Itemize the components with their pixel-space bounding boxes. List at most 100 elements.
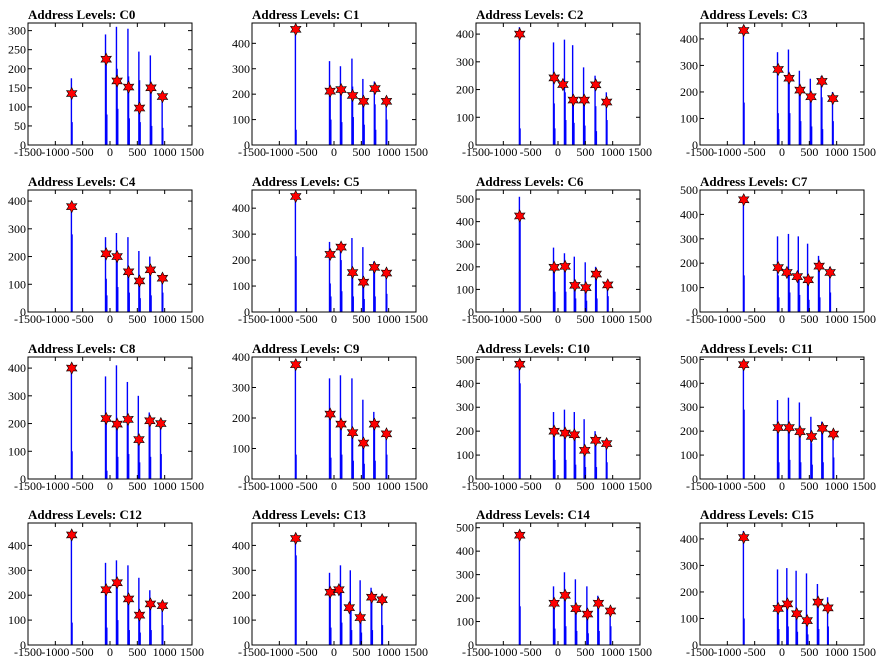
y-tick-label: 400 <box>456 376 474 390</box>
x-tick-label: 1000 <box>825 479 849 493</box>
y-tick-label: 50 <box>14 119 26 133</box>
y-tick-label: 0 <box>244 472 250 486</box>
x-tick-label: 0 <box>331 479 337 493</box>
peak-marker-4 <box>357 436 370 450</box>
peak-marker-6 <box>822 601 834 615</box>
peak-marker-3 <box>122 592 135 606</box>
chart-title: Address Levels: C7 <box>700 174 808 189</box>
x-tick-label: -500 <box>744 312 766 326</box>
y-tick-label: 300 <box>680 232 698 246</box>
x-tick-label: -1000 <box>41 645 69 659</box>
peak-marker-3 <box>569 278 581 293</box>
chart-panel-c13: Address Levels: C13 0 100 200 300 400 -1500 -10… <box>232 507 428 659</box>
x-tick-label: -500 <box>296 145 318 159</box>
peak-marker-3 <box>790 607 803 621</box>
x-tick-label: -500 <box>296 645 318 659</box>
y-tick-label: 300 <box>232 563 250 577</box>
plot-frame <box>699 22 865 146</box>
x-tick-label: 1500 <box>404 479 428 493</box>
x-tick-label: 1000 <box>153 312 177 326</box>
x-tick-label: -500 <box>744 645 766 659</box>
y-tick-label: 400 <box>680 207 698 221</box>
peak-marker-0 <box>513 357 526 371</box>
x-tick-label: 500 <box>352 645 370 659</box>
x-tick-label: 1000 <box>377 312 401 326</box>
peak-marker-1 <box>100 411 112 426</box>
peak-marker-2 <box>111 417 123 431</box>
peak-marker-1 <box>772 62 784 77</box>
x-tick-label: 500 <box>800 645 818 659</box>
chart-panel-c5: Address Levels: C5 0 100 200 300 400 -1500 -100… <box>232 174 428 326</box>
chart-panel-c6: Address Levels: C60100200300400500-1500-… <box>456 174 652 326</box>
y-tick-label: 300 <box>456 568 474 582</box>
peak-marker-1 <box>324 407 336 421</box>
y-tick-label: 300 <box>8 222 26 236</box>
x-tick-label: 0 <box>107 312 113 326</box>
y-tick-label: 400 <box>680 376 698 390</box>
x-tick-label: -1500 <box>238 645 266 659</box>
x-tick-label: -1500 <box>238 312 266 326</box>
x-tick-label: 1500 <box>404 312 428 326</box>
x-tick-label: -1000 <box>265 645 293 659</box>
peak-marker-2 <box>559 426 571 440</box>
y-tick-label: 200 <box>8 62 26 76</box>
x-tick-label: 500 <box>576 479 594 493</box>
x-tick-label: 1000 <box>601 645 625 659</box>
peak-marker-3 <box>346 88 359 103</box>
chart-panel-c11: Address Levels: C11 0 100 200 300 400 500 -1500… <box>680 341 876 493</box>
peak-marker-3 <box>122 265 135 279</box>
x-tick-label: 500 <box>128 312 146 326</box>
peak-marker-2 <box>559 588 571 602</box>
x-tick-label: 1500 <box>404 645 428 659</box>
peak-marker-6 <box>155 416 167 431</box>
peak-marker-0 <box>65 86 78 101</box>
peak-marker-3 <box>794 424 806 439</box>
x-tick-label: 1000 <box>825 312 849 326</box>
x-tick-label: -500 <box>744 145 766 159</box>
x-tick-label: -1000 <box>265 312 293 326</box>
peak-marker-0 <box>737 530 750 545</box>
peak-marker-0 <box>513 27 526 41</box>
x-tick-label: 0 <box>331 145 337 159</box>
chart-panel-c4: Address Levels: C4 0 100 200 300 400 -1500 -100… <box>8 174 204 326</box>
y-tick-label: 0 <box>244 305 250 319</box>
x-tick-label: -1000 <box>41 312 69 326</box>
peak-marker-4 <box>801 613 813 628</box>
y-tick-label: 300 <box>232 381 250 395</box>
x-tick-label: 500 <box>352 312 370 326</box>
x-tick-label: 1500 <box>628 145 652 159</box>
peak-marker-4 <box>133 101 146 115</box>
y-tick-label: 400 <box>8 194 26 208</box>
peak-marker-3 <box>570 601 582 616</box>
y-tick-label: 400 <box>456 27 474 41</box>
peak-marker-6 <box>604 604 617 618</box>
peak-marker-2 <box>111 249 123 264</box>
peak-marker-6 <box>600 95 613 109</box>
peak-marker-0 <box>513 528 526 542</box>
chart-title: Address Levels: C15 <box>700 507 814 522</box>
peak-marker-2 <box>335 240 347 254</box>
peak-marker-4 <box>578 93 591 107</box>
x-tick-label: -1500 <box>238 479 266 493</box>
x-tick-label: 1500 <box>852 479 876 493</box>
peak-marker-3 <box>346 265 359 280</box>
y-tick-label: 100 <box>680 281 698 295</box>
peak-marker-5 <box>816 74 828 89</box>
plot-frame <box>475 356 641 480</box>
y-tick-label: 400 <box>8 361 26 375</box>
peak-marker-6 <box>601 278 614 292</box>
y-tick-label: 250 <box>8 43 26 57</box>
y-tick-label: 200 <box>456 83 474 97</box>
y-tick-label: 500 <box>680 183 698 197</box>
x-tick-label: 0 <box>779 479 785 493</box>
peak-marker-3 <box>791 269 804 284</box>
peak-marker-1 <box>772 420 784 435</box>
peak-marker-4 <box>133 274 146 288</box>
peak-marker-0 <box>737 357 750 372</box>
plot-frame <box>475 522 641 646</box>
y-tick-label: 400 <box>8 538 26 552</box>
peak-marker-6 <box>827 427 840 441</box>
chart-title: Address Levels: C13 <box>252 507 366 522</box>
y-tick-label: 400 <box>456 215 474 229</box>
